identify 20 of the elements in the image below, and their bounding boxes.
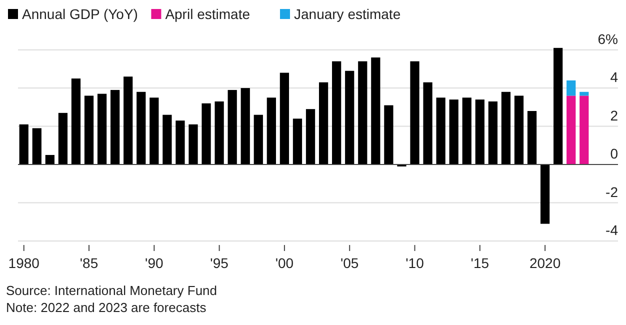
x-tick-label: '05 <box>340 255 359 271</box>
x-tick-label: '00 <box>275 255 294 271</box>
x-tick-label: '15 <box>470 255 490 271</box>
x-tick-label: '85 <box>80 255 98 271</box>
x-tick-label: '90 <box>145 255 164 271</box>
y-tick-label: 6% <box>598 30 618 47</box>
x-tick-label: '10 <box>406 255 424 271</box>
y-tick-label: 0 <box>610 146 618 162</box>
x-tick-label: 1980 <box>8 255 40 271</box>
y-tick-label: 4 <box>610 69 618 86</box>
source-note: Source: International Monetary Fund <box>6 283 218 298</box>
text: Note: 2022 and 2023 are forecasts <box>6 300 207 315</box>
x-tick-label: 2020 <box>529 255 561 271</box>
y-tick-label: -4 <box>606 222 618 238</box>
legend-label: January estimate <box>294 6 401 22</box>
y-tick-label: 2 <box>610 107 618 124</box>
legend-label: Annual GDP (YoY) <box>22 6 138 22</box>
y-tick-label: -2 <box>606 184 618 200</box>
x-tick-label: '95 <box>210 255 229 271</box>
legend-label: April estimate <box>165 6 250 22</box>
